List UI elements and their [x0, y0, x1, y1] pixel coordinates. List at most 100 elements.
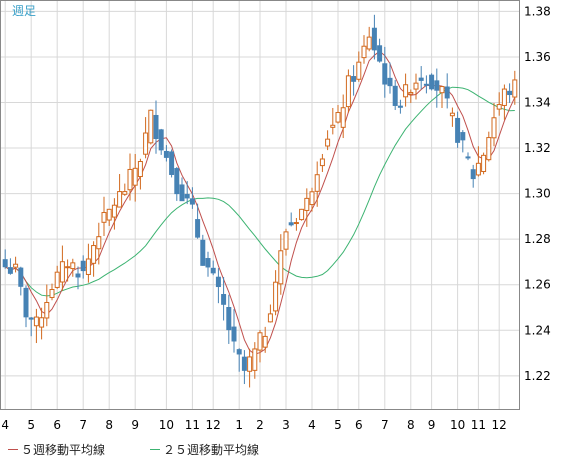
candle: [200, 234, 206, 266]
candle-body: [7, 267, 13, 274]
candle: [496, 92, 502, 116]
candle-body: [299, 208, 305, 221]
candle: [163, 145, 169, 162]
ma25-series: [4, 86, 515, 297]
candle-body: [413, 82, 419, 90]
candle: [80, 255, 86, 279]
candle: [91, 241, 97, 277]
legend: ５週移動平均線 ２５週移動平均線: [0, 436, 574, 462]
candle-body: [434, 80, 440, 91]
x-tick-label: 4: [1, 418, 9, 432]
candle: [174, 166, 180, 201]
candle-body: [127, 168, 133, 191]
candle-body: [200, 239, 206, 266]
candle: [486, 131, 492, 162]
candle-body: [366, 36, 372, 50]
x-tick-label: 8: [105, 418, 113, 432]
candle-body: [356, 61, 362, 80]
candle: [387, 62, 393, 94]
candle: [169, 149, 175, 178]
candle: [85, 243, 91, 283]
candle: [501, 84, 507, 120]
candle: [241, 350, 247, 385]
candle-body: [392, 85, 398, 106]
candle: [262, 326, 268, 353]
candle-body: [195, 219, 201, 238]
candle-body: [241, 356, 247, 371]
x-tick-label: 2: [256, 418, 264, 432]
candle-body: [418, 77, 424, 81]
candle-body: [59, 261, 65, 283]
candle-body: [148, 109, 154, 144]
candle-body: [455, 117, 461, 143]
candle-body: [117, 191, 123, 208]
candle-body: [226, 307, 232, 331]
candle: [304, 188, 310, 227]
candle-body: [65, 266, 71, 269]
candle-body: [382, 63, 388, 85]
candle-body: [371, 27, 377, 51]
candle-body: [267, 313, 273, 323]
candle: [512, 70, 518, 105]
candle: [236, 348, 242, 372]
candle: [356, 51, 362, 82]
candle-body: [288, 222, 294, 226]
candle: [189, 187, 195, 209]
candle-body: [460, 132, 466, 141]
candle: [288, 212, 294, 227]
candle: [403, 73, 409, 107]
candle-body: [143, 132, 149, 155]
candle: [507, 83, 513, 103]
candle: [13, 256, 19, 273]
candle-body: [397, 105, 403, 108]
candle-body: [111, 204, 117, 218]
candle: [460, 130, 466, 153]
candle-body: [33, 316, 39, 327]
candle: [137, 158, 143, 190]
legend-ma5-label: ５週移動平均線: [21, 443, 106, 457]
candle: [371, 14, 377, 60]
candle-body: [439, 86, 445, 94]
candle: [366, 26, 372, 52]
candle-body: [408, 91, 414, 95]
candle-body: [283, 231, 289, 250]
candle: [111, 198, 117, 230]
candle: [23, 285, 29, 328]
plot-frame: [0, 0, 520, 410]
candle: [215, 268, 221, 304]
candles: [2, 14, 518, 388]
candle: [439, 86, 445, 108]
x-axis: 4 5 6 7 8 9 10 11 12 1 2 3 4 5 6 7 8 9 10 11 12: [1, 418, 506, 432]
candle: [314, 161, 320, 207]
candle: [397, 99, 403, 114]
candle-body: [122, 191, 128, 195]
candle: [18, 266, 24, 296]
candle: [309, 187, 315, 212]
x-tick-label: 7: [79, 418, 87, 432]
candle: [39, 307, 45, 340]
x-tick-label: 11: [185, 418, 200, 432]
candle-body: [449, 112, 455, 117]
candle: [231, 309, 237, 353]
legend-ma5: ５週移動平均線: [8, 441, 105, 458]
candle-body: [18, 267, 24, 287]
candle-body: [210, 267, 216, 274]
y-tick-label: 1.36: [524, 50, 551, 64]
candle: [75, 266, 81, 290]
candle-body: [507, 90, 513, 96]
candle-body: [80, 260, 86, 272]
candle-body: [23, 287, 29, 318]
legend-ma25-label: ２５週移動平均線: [163, 443, 260, 457]
candle: [101, 196, 107, 236]
candle-body: [54, 271, 60, 288]
x-tick-label: 10: [450, 418, 465, 432]
candle: [267, 304, 273, 323]
candle: [106, 208, 112, 226]
candle-body: [184, 194, 190, 199]
y-tick-label: 1.34: [524, 96, 551, 110]
x-tick-label: 4: [308, 418, 316, 432]
candle-body: [429, 74, 435, 90]
y-tick-label: 1.26: [524, 278, 551, 292]
candle-body: [262, 335, 268, 348]
chart-title: 週足: [12, 4, 36, 18]
